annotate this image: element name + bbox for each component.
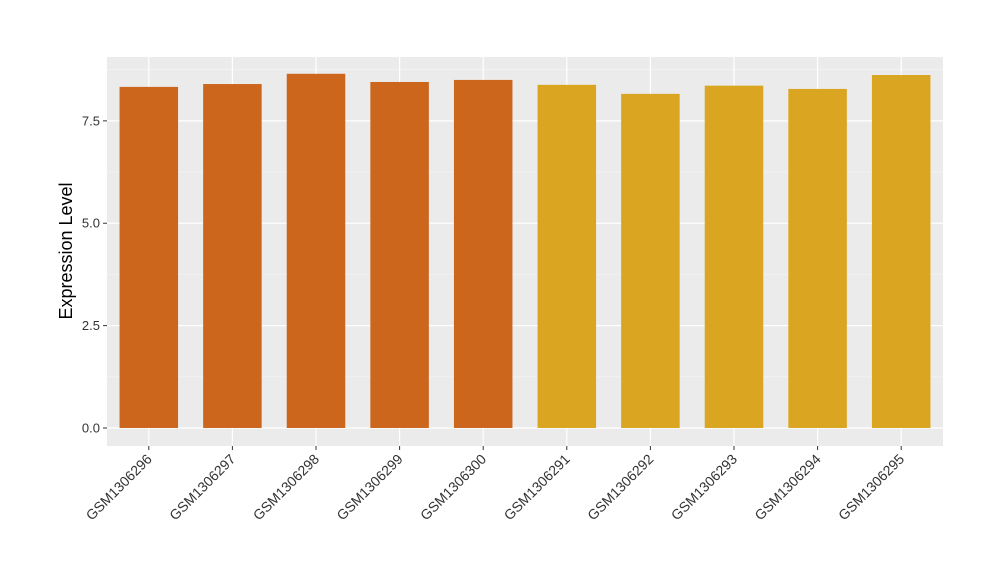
x-tick-label: GSM1306295 xyxy=(835,451,908,524)
x-tick-label: GSM1306296 xyxy=(83,451,156,524)
y-tick-label: 2.5 xyxy=(82,318,100,333)
bar xyxy=(704,85,764,428)
y-axis-label: Expression Level xyxy=(56,182,76,319)
bar xyxy=(370,81,429,428)
x-tick-label: GSM1306291 xyxy=(501,451,574,524)
bar xyxy=(203,84,262,428)
bar xyxy=(871,75,931,428)
y-tick-label: 5.0 xyxy=(82,216,100,231)
bar xyxy=(537,84,597,428)
x-tick-label: GSM1306297 xyxy=(166,451,239,524)
bar xyxy=(621,93,680,428)
x-tick-label: GSM1306294 xyxy=(751,451,824,524)
y-tick-label: 0.0 xyxy=(82,420,100,435)
bar xyxy=(286,73,346,428)
x-tick-label: GSM1306292 xyxy=(584,451,657,524)
bar xyxy=(453,79,513,428)
bar xyxy=(788,88,847,428)
y-tick-label: 7.5 xyxy=(82,113,100,128)
x-tick-label: GSM1306298 xyxy=(250,451,323,524)
bar xyxy=(119,86,179,428)
x-tick-label: GSM1306300 xyxy=(417,451,490,524)
x-tick-label: GSM1306293 xyxy=(668,451,741,524)
x-tick-label: GSM1306299 xyxy=(333,451,406,524)
